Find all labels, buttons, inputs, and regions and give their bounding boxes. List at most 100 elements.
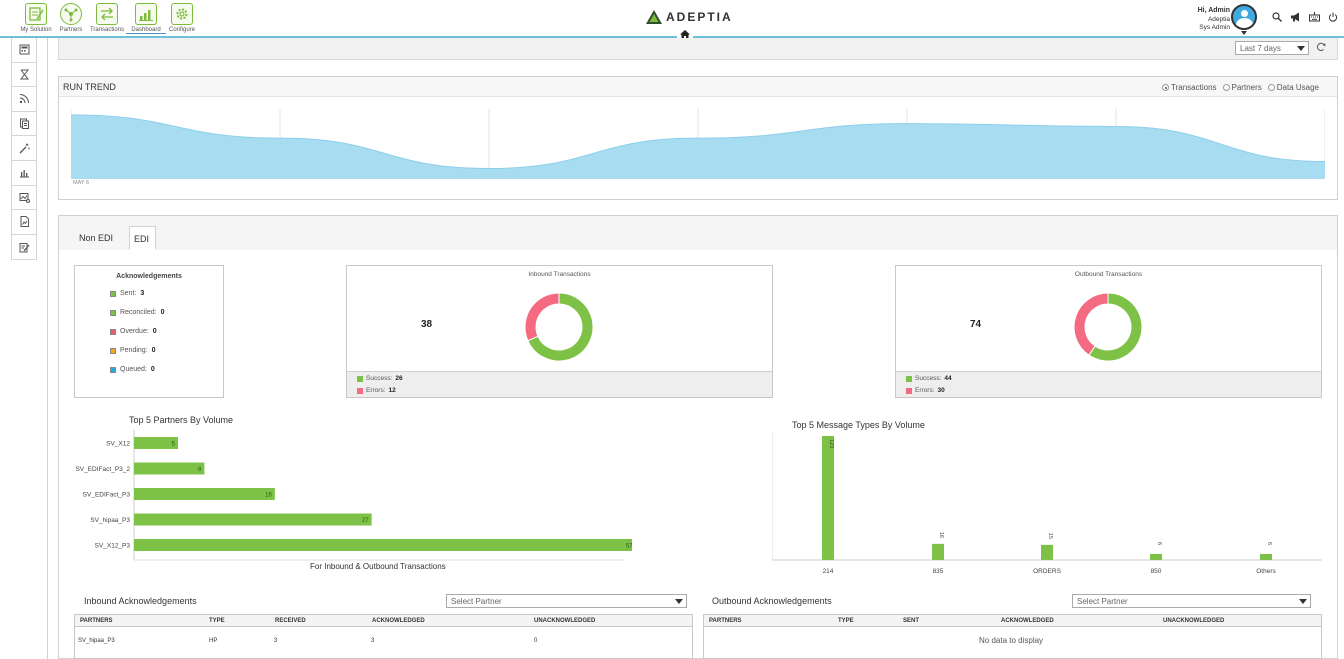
outbound-acks-title: Outbound Acknowledgements — [712, 596, 832, 606]
column-header: RECEIVED — [275, 618, 306, 624]
column-header: SENT — [903, 618, 920, 624]
inbound-partner-select[interactable]: Select Partner — [446, 594, 687, 608]
run-trend-title: RUN TREND — [63, 82, 116, 92]
empty-table-message: No data to display — [979, 636, 1044, 645]
status-swatch — [110, 366, 116, 373]
sidebar-item-feed[interactable] — [12, 87, 36, 112]
partners-bar-chart: SV_X12 5 SV_EDIFact_P3_2 8 SV_EDIFact_P3 16 SV… — [75, 430, 632, 561]
user-company: Adeptia — [1207, 15, 1230, 23]
nav-partners[interactable]: Partners — [51, 3, 91, 33]
date-range-select[interactable]: Last 7 days — [1235, 41, 1309, 55]
sidebar-item-documents[interactable] — [12, 112, 36, 137]
partners-chart-title: Top 5 Partners By Volume — [129, 415, 234, 425]
user-menu-chevron-down-icon[interactable] — [1241, 31, 1247, 35]
nav-configure[interactable]: Configure — [162, 3, 202, 33]
message-types-bar-chart: 214 123 835 16 ORDERS 15 850 6 Others 6 — [772, 432, 1322, 575]
donut-slice-errors — [1073, 292, 1109, 356]
nav-dashboard[interactable]: Dashboard — [126, 3, 166, 34]
legend-label: Errors: — [915, 387, 935, 394]
magic-wand-icon — [19, 143, 29, 154]
inbound-acks-table-header: PARTNERS TYPE RECEIVED ACKNOWLEDGED UNAC… — [74, 614, 693, 627]
legend-errors: Errors: 12 — [357, 387, 396, 394]
outbound-donut-chart — [1073, 292, 1143, 362]
avatar[interactable] — [1231, 4, 1257, 30]
rss-icon — [19, 94, 29, 104]
refresh-icon[interactable] — [1316, 42, 1326, 55]
select-placeholder: Select Partner — [451, 597, 502, 606]
left-sidebar — [11, 38, 37, 260]
tab-strip — [59, 216, 1337, 250]
power-icon[interactable] — [1328, 12, 1338, 25]
outbound-total: 74 — [970, 319, 982, 330]
run-trend-panel: RUN TREND Transactions Partners Data Usa… — [58, 76, 1338, 200]
radio-partners[interactable]: Partners — [1222, 83, 1262, 92]
partner-value-label: 57 — [626, 544, 632, 550]
brand-name: ADEPTIA — [666, 10, 733, 24]
legend-success: Success: 26 — [357, 375, 403, 382]
legend-swatch — [906, 375, 912, 382]
message-type-value-label: 15 — [1047, 533, 1053, 539]
nav-transactions[interactable]: Transactions — [87, 3, 127, 33]
ack-sent: Sent: 3 — [110, 290, 144, 297]
nav-my-solution[interactable]: My Solution — [16, 3, 56, 33]
nav-label: Partners — [59, 27, 83, 33]
sidebar-item-edit[interactable] — [12, 235, 36, 260]
partner-bar — [134, 488, 275, 500]
ack-label: Reconciled: — [120, 309, 157, 316]
outbound-acks-table-header: PARTNERS TYPE SENT ACKNOWLEDGED UNACKNOW… — [703, 614, 1322, 627]
radio-data-usage[interactable]: Data Usage — [1267, 83, 1319, 92]
table-row[interactable]: SV_hipaa_P3 HP 3 3 0 — [75, 627, 692, 657]
partner-bar — [134, 539, 632, 551]
tab-non-edi[interactable]: Non EDI — [75, 226, 117, 250]
message-type-bar — [1150, 553, 1162, 560]
dashboard-icon — [135, 3, 157, 25]
adeptia-logo-icon — [646, 10, 662, 24]
acknowledgements-box: Acknowledgements Sent: 3 Reconciled: 0 Ove… — [74, 265, 224, 398]
outbound-title: Outbound Transactions — [1074, 271, 1143, 278]
run-trend-options: Transactions Partners Data Usage — [1162, 83, 1319, 92]
trend-line — [71, 114, 1325, 170]
table-cell: SV_hipaa_P3 — [78, 638, 115, 644]
tab-edi[interactable]: EDI — [129, 226, 156, 250]
column-header: PARTNERS — [80, 618, 113, 624]
legend-label: Success: — [915, 375, 942, 382]
nav-label: My Solution — [20, 27, 52, 33]
donut-slice-errors — [524, 292, 560, 342]
sidebar-item-file-chart[interactable] — [12, 210, 36, 235]
donut-slice-success — [1088, 292, 1143, 362]
legend-swatch — [906, 387, 912, 394]
sidebar-item-magic[interactable] — [12, 136, 36, 161]
message-type-bar — [1041, 544, 1053, 560]
transactions-icon — [96, 3, 118, 25]
run-trend-header — [59, 77, 1337, 97]
partner-category-label: SV_EDIFact_P3_2 — [75, 466, 130, 473]
radio-label: Data Usage — [1276, 83, 1319, 92]
outbound-acks-table-body: No data to display — [703, 627, 1322, 659]
status-swatch — [110, 290, 116, 297]
sidebar-item-image-report[interactable] — [12, 186, 36, 211]
legend-value: 12 — [388, 387, 396, 394]
ack-value: 0 — [160, 309, 165, 316]
partner-value-label: 5 — [172, 442, 176, 448]
column-header: ACKNOWLEDGED — [1001, 618, 1054, 624]
donut-slice-success — [527, 292, 594, 362]
sidebar-item-hourglass[interactable] — [12, 63, 36, 88]
keyboard-icon[interactable] — [1309, 12, 1320, 25]
image-report-icon — [19, 192, 30, 203]
outbound-partner-select[interactable]: Select Partner — [1072, 594, 1311, 608]
top-navigation-bar: My Solution Partners Transactions Dashbo… — [0, 0, 1344, 38]
radio-label: Partners — [1231, 83, 1262, 92]
message-type-bar — [822, 436, 834, 560]
table-cell: HP — [209, 638, 218, 644]
megaphone-icon[interactable] — [1290, 12, 1301, 25]
ack-label: Sent: — [120, 290, 137, 297]
user-role: Sys Admin — [1199, 24, 1230, 31]
file-chart-icon — [20, 216, 29, 228]
status-swatch — [110, 309, 116, 316]
radio-transactions[interactable]: Transactions — [1162, 83, 1217, 92]
sidebar-item-calculator[interactable] — [12, 38, 36, 63]
sidebar-item-reports[interactable] — [12, 161, 36, 186]
search-icon[interactable] — [1272, 12, 1282, 25]
partners-chart-caption: For Inbound & Outbound Transactions — [310, 562, 446, 571]
configure-icon — [171, 3, 193, 25]
